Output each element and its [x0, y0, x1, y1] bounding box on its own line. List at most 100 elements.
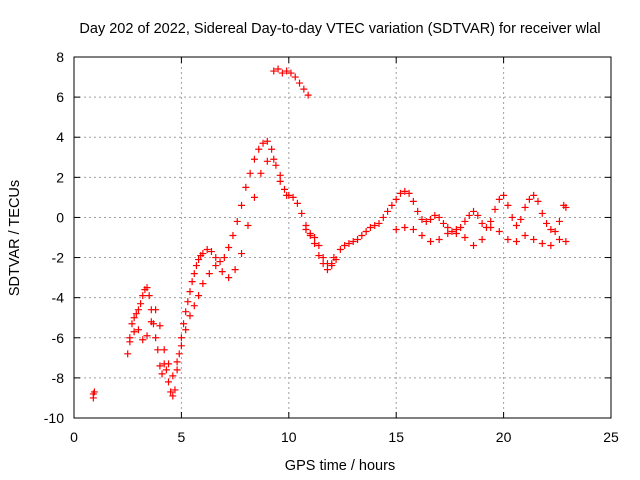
data-point [555, 236, 563, 244]
data-point [296, 79, 304, 87]
data-point [184, 298, 192, 306]
y-tick-label: 8 [56, 49, 64, 65]
data-point [409, 225, 417, 233]
y-tick-label: -2 [52, 250, 65, 266]
data-point [143, 284, 151, 292]
data-point [283, 191, 291, 199]
data-point [283, 67, 291, 75]
data-point [165, 360, 173, 368]
data-point [199, 250, 207, 258]
data-point [205, 270, 213, 278]
data-point [336, 246, 344, 254]
data-point [186, 312, 194, 320]
x-tick-label: 15 [388, 429, 404, 445]
data-point [470, 207, 478, 215]
data-point [270, 67, 278, 75]
data-point [293, 199, 301, 207]
x-tick-label: 20 [496, 429, 512, 445]
data-point [311, 234, 319, 241]
data-point [538, 209, 546, 217]
data-point [302, 225, 310, 233]
data-point [495, 195, 503, 203]
data-point [562, 203, 570, 211]
data-point [330, 254, 338, 262]
y-tick-label: -6 [52, 330, 65, 346]
data-point [272, 161, 280, 169]
data-point [278, 69, 286, 77]
data-point [465, 211, 473, 219]
data-point [281, 185, 289, 193]
data-point [304, 91, 312, 99]
data-point [555, 217, 563, 225]
data-point [495, 227, 503, 235]
data-point [263, 137, 271, 145]
data-point [345, 240, 353, 248]
data-point [358, 231, 366, 239]
data-point [242, 183, 250, 191]
data-point [199, 280, 207, 288]
data-point [143, 332, 151, 340]
x-tick-label: 5 [178, 429, 186, 445]
data-point [238, 250, 246, 258]
y-tick-label: 0 [56, 209, 64, 225]
data-point [362, 227, 370, 235]
data-point [225, 244, 233, 252]
x-tick-label: 25 [603, 429, 619, 445]
data-point [504, 236, 512, 244]
data-point [158, 370, 166, 378]
data-point [177, 334, 185, 342]
data-point [238, 201, 246, 209]
data-point [521, 203, 529, 211]
grid-lines [74, 57, 611, 418]
data-point [392, 225, 400, 233]
data-point [287, 69, 295, 77]
data-point [130, 328, 138, 336]
data-point [229, 231, 237, 239]
data-points [89, 65, 570, 402]
data-point [134, 326, 142, 334]
data-point [439, 219, 447, 227]
data-point [401, 223, 409, 231]
data-point [487, 217, 495, 225]
data-point [231, 266, 239, 274]
data-point [487, 223, 495, 231]
chart-title: Day 202 of 2022, Sidereal Day-to-day VTE… [79, 21, 600, 37]
data-point [180, 320, 188, 328]
data-point [396, 189, 404, 197]
data-point [233, 217, 241, 225]
data-point [128, 320, 136, 328]
data-point [250, 155, 258, 163]
data-point [431, 211, 439, 219]
data-point [414, 207, 422, 215]
data-point [124, 350, 132, 358]
data-point [291, 73, 299, 81]
data-point [190, 270, 198, 278]
data-point [452, 225, 460, 233]
data-point [512, 221, 520, 229]
data-point [268, 145, 276, 153]
y-tick-label: 4 [56, 129, 64, 145]
data-point [137, 300, 145, 308]
data-point [457, 223, 465, 231]
data-point [388, 201, 396, 209]
data-point [152, 334, 160, 342]
data-point [195, 256, 203, 264]
data-point [212, 254, 220, 262]
data-point [186, 288, 194, 296]
data-point [470, 242, 478, 250]
data-point [246, 169, 254, 177]
data-point [139, 336, 147, 344]
data-point [405, 189, 413, 197]
data-point [255, 145, 263, 153]
y-tick-label: 2 [56, 169, 64, 185]
data-point [192, 262, 200, 270]
data-point [422, 217, 430, 225]
data-point [207, 248, 215, 256]
data-point [270, 155, 278, 163]
data-point [162, 366, 170, 374]
data-point [349, 238, 357, 246]
data-point [190, 302, 198, 310]
data-point [435, 213, 443, 221]
data-point [538, 240, 546, 248]
